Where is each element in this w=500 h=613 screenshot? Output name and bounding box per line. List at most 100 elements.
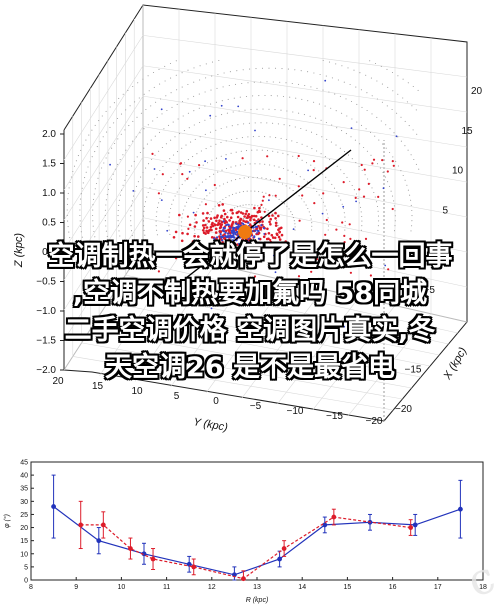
dome-dot [336,127,338,129]
dome-dot [319,73,321,76]
blue-star [226,235,229,238]
blue-star [342,205,345,208]
red-star [151,152,154,155]
dome-dot [139,132,141,134]
x-tick-label: 10 [452,166,464,177]
red-star [280,233,284,237]
dome-dot [236,70,238,72]
blue-star [188,170,191,173]
dome-dot [416,133,418,135]
x-axis-label-2d: R (kpc) [246,597,269,604]
red-star [258,226,262,230]
dome-dot [390,190,392,192]
dome-dot [187,198,190,200]
dome-dot [256,149,258,151]
dome-dot [294,223,296,225]
grid-line [142,156,468,218]
dome-dot [381,83,383,85]
red-star [221,240,224,244]
dome-dot [321,173,323,175]
dome-dot [300,70,302,72]
dome-dot [196,153,198,155]
red-star [180,239,184,243]
dome-dot [242,218,244,220]
grid-line [63,217,144,341]
red-star [186,232,189,236]
dome-dot [140,112,142,114]
dome-dot [289,96,291,98]
blue-star [192,211,195,214]
dome-dot [335,144,337,146]
dome-dot [285,138,287,141]
dome-dot [198,184,200,186]
red-star [207,220,211,223]
data-point [186,561,192,567]
dome-dot [377,210,379,212]
data-point [150,556,156,562]
y-tick-label: 10 [131,386,143,397]
red-star [209,228,212,232]
dome-dot [341,65,343,67]
dome-dot [366,109,368,112]
x-tick-label-2d: 17 [434,584,442,591]
dome-dot [241,137,243,139]
dome-dot [235,151,237,153]
dome-dot [68,231,70,233]
dome-dot [258,191,260,193]
dome-dot [94,151,96,153]
dome-dot [261,67,264,69]
dome-dot [266,81,268,83]
dome-dot [254,122,256,124]
red-star [267,232,271,235]
dome-dot [169,158,171,160]
dome-dot [177,118,179,120]
dome-dot [251,204,253,206]
dome-dot [388,185,391,187]
dome-dot [145,167,147,169]
red-star [325,218,328,222]
dome-dot [268,67,270,69]
dome-dot [87,166,89,168]
red-star [217,245,220,249]
dome-dot [235,192,237,194]
dome-dot [204,91,206,93]
red-star [204,223,207,227]
dome-dot [341,203,343,205]
data-point [322,522,328,528]
dome-dot [331,124,333,126]
dome-dot [341,112,343,114]
dome-dot [176,151,179,153]
dome-dot [239,205,241,207]
grid-3d [63,9,468,416]
dome-dot [222,198,224,200]
red-star [221,203,224,206]
chart-3d: 2.01.51.00.50.0−0.5−1.0−1.5−2.0 Z (kpc) … [13,4,483,434]
dome-dot [190,194,192,196]
red-star [222,209,226,212]
grid-line [63,156,144,281]
blue-star [205,189,207,192]
dome-dot [351,184,353,187]
dome-dot [307,71,309,73]
dome-dot [404,179,406,181]
dome-dot [174,136,176,138]
dome-dot [261,191,263,193]
dome-dot [273,165,275,167]
dome-dot [256,108,258,110]
dome-dot [251,218,253,220]
dome-dot [239,178,241,180]
dome-dot [248,122,250,124]
blue-star [213,237,216,240]
red-star [240,243,243,246]
red-star [223,217,226,221]
grid-line [63,126,144,251]
red-star [161,173,164,176]
blue-star [272,254,275,257]
dome-dot [261,177,263,179]
dome-dot [130,215,132,217]
red-star [237,210,240,213]
dome-dot [209,176,211,178]
dome-dot [340,199,342,201]
dome-dot [211,159,213,161]
dome-dot [408,125,410,127]
